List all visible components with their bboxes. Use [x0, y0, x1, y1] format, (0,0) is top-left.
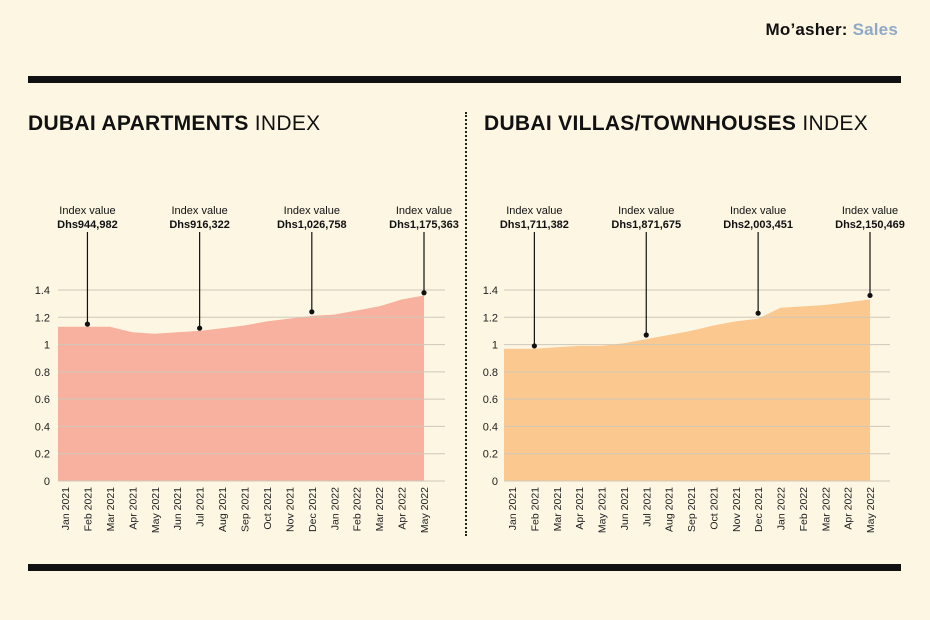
top-rule	[28, 76, 901, 83]
apartments-annotation-value: Dhs916,322	[169, 219, 230, 231]
villas-annotation-value: Dhs1,711,382	[500, 219, 569, 231]
apartments-annotation-label: Index value	[284, 205, 340, 217]
apartments-x-tick-label: Feb 2022	[352, 487, 364, 532]
villas-y-tick-label: 0.2	[483, 449, 498, 461]
villas-title-light: INDEX	[802, 112, 869, 135]
villas-x-tick-label: Apr 2022	[843, 487, 855, 530]
villas-y-tick-label: 0.4	[483, 421, 498, 433]
apartments-x-tick-label: Jun 2021	[172, 487, 184, 530]
apartments-x-tick-label: Apr 2021	[127, 487, 139, 530]
apartments-x-tick-label: Apr 2022	[397, 487, 409, 530]
villas-annotation-dot	[755, 310, 761, 316]
villas-annotation-label: Index value	[842, 205, 898, 217]
villas-x-tick-label: May 2022	[865, 487, 877, 533]
villas-x-tick-label: Dec 2021	[753, 487, 765, 532]
apartments-x-tick-label: Sep 2021	[240, 487, 252, 532]
apartments-x-tick-label: Dec 2021	[307, 487, 319, 532]
villas-x-tick-label: Aug 2021	[664, 487, 676, 532]
apartments-x-tick-label: Mar 2021	[105, 487, 117, 532]
apartments-x-tick-label: Nov 2021	[284, 487, 296, 532]
apartments-x-tick-label: Mar 2022	[374, 487, 386, 532]
apartments-area-series	[58, 295, 424, 481]
brand-label: Mo’asher: Sales	[766, 20, 898, 40]
apartments-title: DUBAI APARTMENTS INDEX	[28, 112, 320, 136]
apartments-x-tick-label: Aug 2021	[217, 487, 229, 532]
villas-x-tick-label: Jan 2021	[507, 487, 519, 530]
apartments-annotation-label: Index value	[396, 205, 452, 217]
apartments-annotation-label: Index value	[59, 205, 115, 217]
brand-name: Mo’asher:	[765, 20, 848, 39]
apartments-annotation-value: Dhs944,982	[57, 219, 118, 231]
villas-x-tick-label: Mar 2022	[820, 487, 832, 532]
villas-x-tick-label: Mar 2021	[552, 487, 564, 532]
apartments-y-tick-label: 0	[44, 476, 50, 488]
apartments-y-tick-label: 0.4	[35, 421, 50, 433]
apartments-y-tick-label: 1	[44, 340, 50, 352]
villas-annotation-dot	[643, 332, 649, 338]
apartments-y-tick-label: 0.8	[35, 367, 50, 379]
villas-x-tick-label: Apr 2021	[574, 487, 586, 530]
villas-annotation-label: Index value	[506, 205, 562, 217]
villas-title: DUBAI VILLAS/TOWNHOUSES INDEX	[484, 112, 868, 136]
villas-y-tick-label: 1.2	[483, 312, 498, 324]
villas-x-tick-label: May 2021	[597, 487, 609, 533]
apartments-x-tick-label: Oct 2021	[262, 487, 274, 530]
villas-annotation-value: Dhs1,871,675	[611, 219, 681, 231]
villas-annotation-value: Dhs2,150,469	[835, 219, 905, 231]
villas-x-tick-label: Oct 2021	[708, 487, 720, 530]
villas-x-tick-label: Jan 2022	[776, 487, 788, 530]
villas-annotation-label: Index value	[730, 205, 786, 217]
apartments-annotation-value: Dhs1,175,363	[389, 219, 459, 231]
apartments-annotation-dot	[197, 325, 203, 331]
apartments-x-tick-label: Feb 2021	[82, 487, 94, 532]
apartments-y-tick-label: 0.2	[35, 449, 50, 461]
villas-annotation-dot	[531, 343, 537, 349]
apartments-annotation-value: Dhs1,026,758	[277, 219, 347, 231]
villas-x-tick-label: Jul 2021	[641, 487, 653, 527]
apartments-annotation-dot	[309, 309, 315, 315]
villas-x-tick-label: Jun 2021	[619, 487, 631, 530]
villas-y-tick-label: 0.6	[483, 394, 498, 406]
villas-annotation-label: Index value	[618, 205, 674, 217]
villas-annotation-dot	[867, 292, 873, 299]
apartments-title-bold: DUBAI APARTMENTS	[28, 112, 249, 135]
brand-section: Sales	[852, 20, 898, 39]
villas-x-tick-label: Feb 2022	[798, 487, 810, 532]
apartments-x-tick-label: Jan 2021	[60, 487, 72, 530]
apartments-annotation-label: Index value	[171, 205, 227, 217]
villas-title-bold: DUBAI VILLAS/TOWNHOUSES	[484, 112, 797, 135]
apartments-x-tick-label: May 2022	[419, 487, 431, 533]
villas-annotation-value: Dhs2,003,451	[723, 219, 793, 231]
panel-divider	[465, 112, 467, 536]
bottom-rule	[28, 564, 901, 571]
apartments-x-tick-label: Jul 2021	[195, 487, 207, 527]
apartments-x-tick-label: May 2021	[150, 487, 162, 533]
apartments-annotation-dot	[84, 321, 91, 327]
apartments-y-tick-label: 1.2	[35, 312, 50, 324]
villas-y-tick-label: 0.8	[483, 367, 498, 379]
villas-x-tick-label: Sep 2021	[686, 487, 698, 532]
villas-y-tick-label: 1.4	[483, 285, 498, 297]
villas-y-tick-label: 0	[492, 476, 498, 488]
apartments-title-light: INDEX	[254, 112, 321, 135]
apartments-x-tick-label: Jan 2022	[329, 487, 341, 530]
apartments-annotation-dot	[421, 290, 427, 296]
apartments-y-tick-label: 1.4	[35, 285, 50, 297]
villas-y-tick-label: 1	[492, 340, 498, 352]
villas-x-tick-label: Feb 2021	[529, 487, 541, 532]
apartments-y-tick-label: 0.6	[35, 394, 50, 406]
villas-x-tick-label: Nov 2021	[731, 487, 743, 532]
